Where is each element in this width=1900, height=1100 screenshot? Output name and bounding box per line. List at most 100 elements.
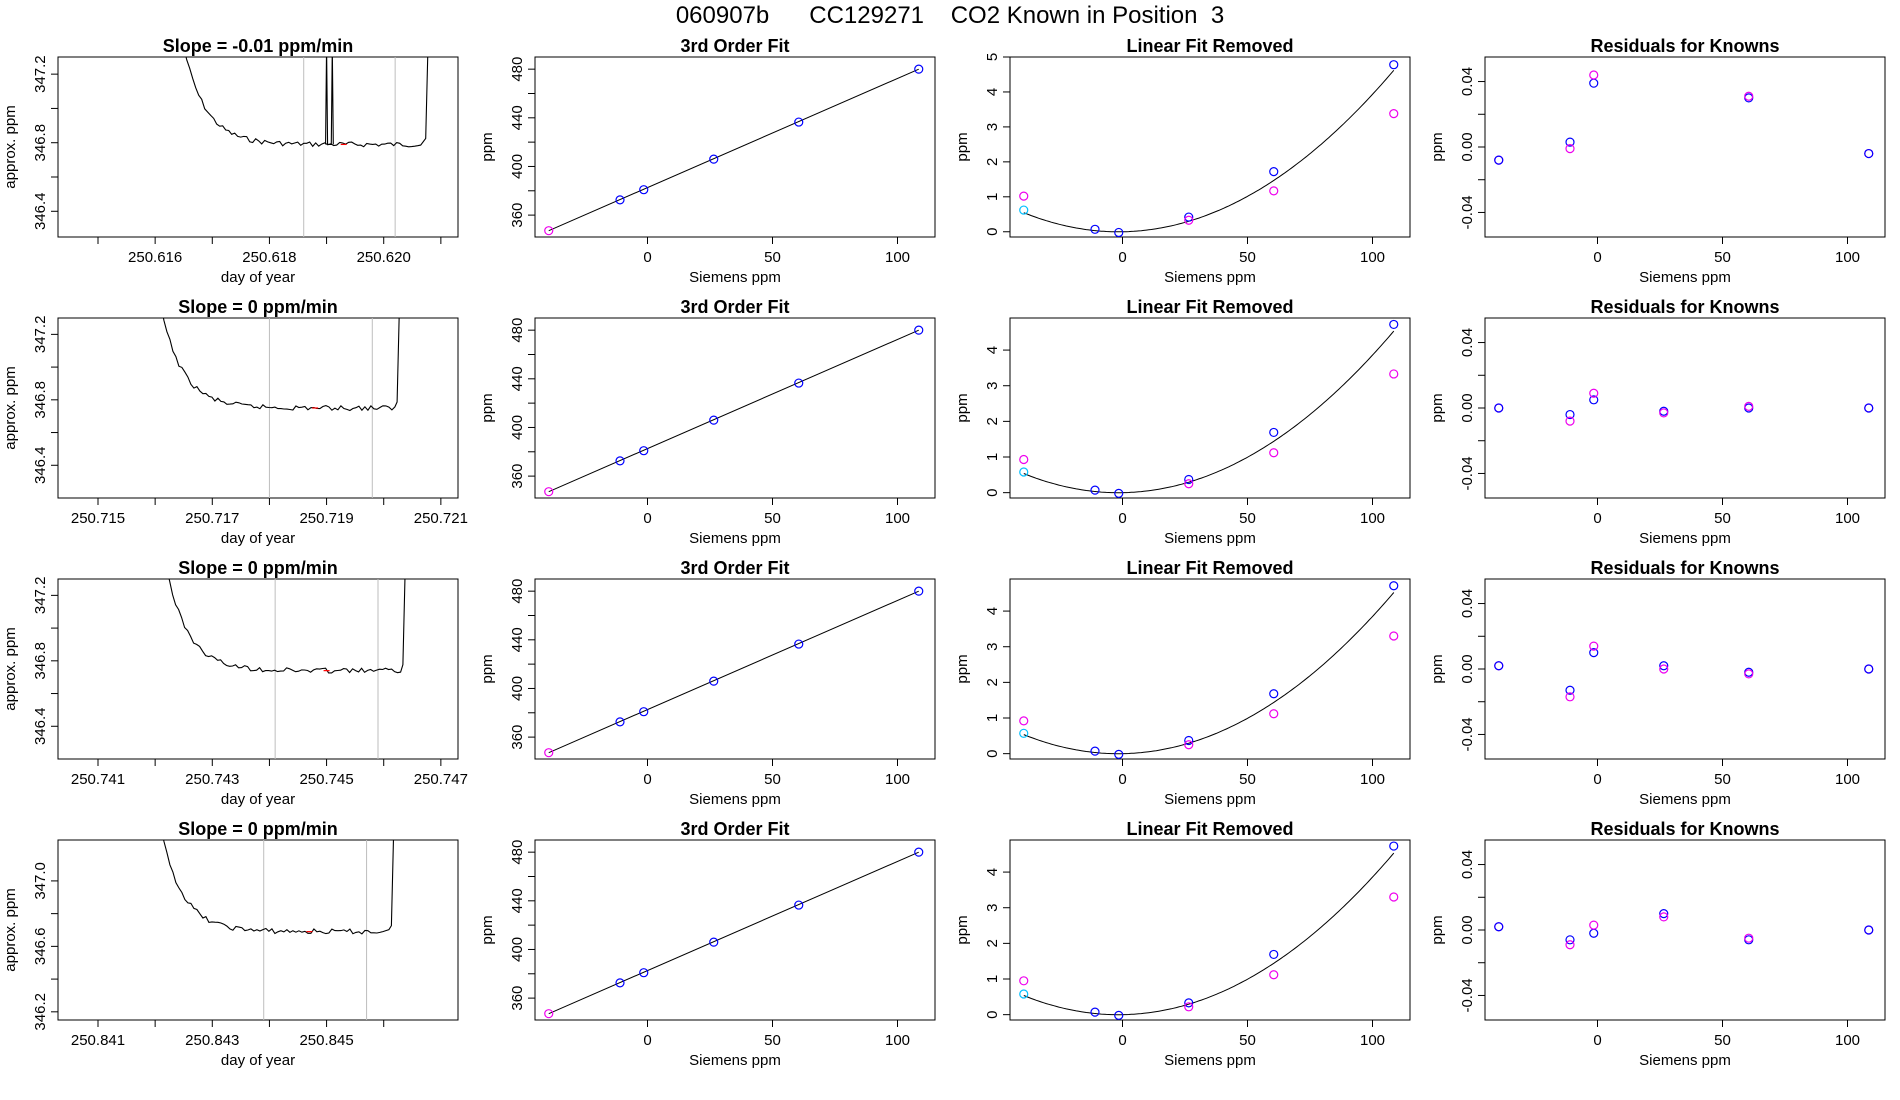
data-point (1184, 212, 1194, 222)
data-point (1744, 91, 1754, 101)
x-axis-label: Siemens ppm (689, 1052, 781, 1069)
plot-frame (57, 317, 459, 499)
data-point (1565, 692, 1575, 702)
plot-area (1494, 641, 1874, 702)
x-tick-label: 50 (1714, 249, 1731, 266)
data-point (794, 639, 804, 649)
x-tick-label: 100 (1835, 771, 1860, 788)
data-point (1090, 485, 1100, 495)
data-point (639, 968, 649, 978)
plot-title: Linear Fit Removed (1126, 297, 1293, 317)
y-tick-label: 1 (984, 453, 1001, 461)
plot-area (163, 840, 394, 1020)
x-tick-label: 250.719 (299, 510, 353, 527)
data-point (709, 154, 719, 164)
data-point (544, 1009, 554, 1019)
y-tick-label: 440 (509, 366, 526, 391)
x-tick-label: 50 (1239, 771, 1256, 788)
x-tick-label: 100 (885, 771, 910, 788)
x-tick-label: 100 (1835, 249, 1860, 266)
plot-area (1494, 909, 1874, 950)
y-tick-label: 346.4 (32, 193, 49, 231)
x-tick-label: 250.620 (357, 249, 411, 266)
data-point (1744, 669, 1754, 679)
data-point (1389, 631, 1399, 641)
y-tick-label: 360 (509, 986, 526, 1011)
plot-frame (1009, 839, 1411, 1021)
plot-frame (1009, 56, 1411, 238)
y-axis-label: ppm (1429, 654, 1446, 683)
y-tick-label: 0 (984, 228, 1001, 236)
plot-area (544, 325, 924, 497)
y-axis-label: ppm (954, 654, 971, 683)
y-tick-label: 0.00 (1459, 654, 1476, 683)
y-tick-label: 360 (509, 725, 526, 750)
x-tick-label: 250.618 (242, 249, 296, 266)
data-point (1659, 661, 1669, 671)
data-point (1864, 925, 1874, 935)
data-point (794, 378, 804, 388)
x-tick-label: 250.843 (185, 1032, 239, 1049)
data-point (615, 195, 625, 205)
x-axis-label: day of year (221, 530, 295, 547)
x-axis-label: Siemens ppm (1639, 269, 1731, 286)
y-tick-label: 347.0 (32, 862, 49, 900)
y-tick-label: -0.04 (1459, 195, 1476, 229)
plot-frame (534, 839, 936, 1021)
x-tick-label: 100 (1835, 1032, 1860, 1049)
figure-title: 060907b CC129271 CO2 Known in Position 3 (675, 2, 1225, 29)
x-tick-label: 250.715 (71, 510, 125, 527)
y-tick-label: 0.04 (1459, 328, 1476, 357)
y-axis-label: approx. ppm (2, 627, 19, 710)
plot-title: Residuals for Knowns (1590, 36, 1779, 56)
x-axis-label: Siemens ppm (1164, 530, 1256, 547)
y-tick-label: 400 (509, 676, 526, 701)
data-point (1019, 467, 1029, 477)
data-point (1389, 841, 1399, 851)
plot-title: 3rd Order Fit (680, 558, 789, 578)
y-tick-label: 360 (509, 464, 526, 489)
plot-frame (534, 578, 936, 760)
trace-line (168, 579, 406, 674)
y-tick-label: 3 (984, 123, 1001, 131)
y-tick-label: 360 (509, 203, 526, 228)
data-point (615, 456, 625, 466)
data-point (709, 415, 719, 425)
data-point (1494, 155, 1504, 165)
plot-area (1019, 60, 1399, 237)
data-point (1114, 1010, 1124, 1020)
y-tick-label: 4 (984, 868, 1001, 876)
fit-curve (1023, 330, 1395, 494)
data-point (709, 937, 719, 947)
x-tick-label: 50 (764, 510, 781, 527)
data-point (1494, 403, 1504, 413)
data-point (1494, 661, 1504, 671)
fit-curve (1023, 69, 1395, 233)
plot-area (162, 318, 400, 498)
x-axis-label: Siemens ppm (1639, 530, 1731, 547)
y-tick-label: 440 (509, 105, 526, 130)
data-point (1019, 205, 1029, 215)
y-tick-label: 480 (509, 840, 526, 865)
x-tick-label: 50 (1714, 1032, 1731, 1049)
x-tick-label: 100 (885, 510, 910, 527)
y-tick-label: -0.04 (1459, 456, 1476, 490)
data-point (1090, 746, 1100, 756)
data-point (1389, 581, 1399, 591)
y-tick-label: 400 (509, 154, 526, 179)
y-tick-label: 346.8 (32, 124, 49, 162)
plot-area (544, 847, 924, 1019)
y-tick-label: 3 (984, 382, 1001, 390)
data-point (1389, 60, 1399, 70)
x-tick-label: 50 (1714, 510, 1731, 527)
plot-title: Linear Fit Removed (1126, 36, 1293, 56)
panel-resid-row2: Residuals for Knowns Siemens ppm ppm 0 50 100… (1429, 558, 1886, 808)
data-point (1269, 186, 1279, 196)
data-point (639, 185, 649, 195)
y-tick-label: 400 (509, 415, 526, 440)
data-point (1864, 148, 1874, 159)
data-point (1184, 998, 1194, 1008)
data-point (1114, 488, 1124, 498)
y-tick-label: 346.6 (32, 928, 49, 966)
